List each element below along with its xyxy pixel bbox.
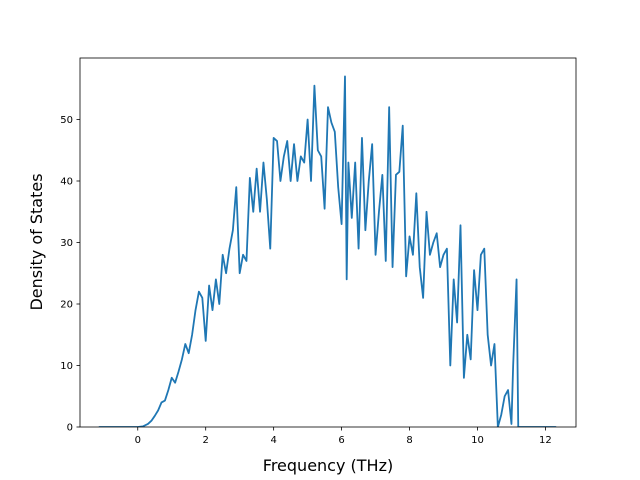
y-tick-label: 20 — [60, 300, 73, 311]
x-tick-label: 4 — [270, 435, 276, 446]
y-tick-label: 50 — [60, 115, 73, 126]
x-tick-label: 2 — [203, 435, 209, 446]
y-tick-label: 30 — [60, 238, 73, 249]
x-tick-label: 10 — [471, 435, 484, 446]
x-axis: 0 2 4 6 8 10 12 — [135, 427, 552, 446]
x-tick-label: 12 — [539, 435, 552, 446]
y-tick-label: 40 — [60, 177, 73, 188]
plot-area — [98, 75, 557, 427]
x-axis-label: Frequency (THz) — [263, 456, 393, 475]
x-tick-label: 0 — [135, 435, 141, 446]
y-axis: 0 10 20 30 40 50 — [60, 115, 80, 434]
y-tick-label: 0 — [67, 423, 73, 434]
x-tick-label: 6 — [338, 435, 344, 446]
x-tick-label: 8 — [406, 435, 412, 446]
series-line-1 — [98, 75, 557, 427]
y-tick-label: 10 — [60, 361, 73, 372]
y-axis-label: Density of States — [27, 173, 46, 310]
